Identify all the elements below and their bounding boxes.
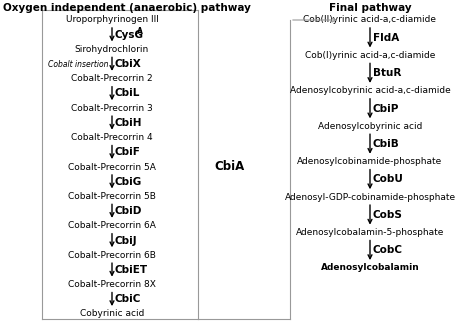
Text: Cobalt-Precorrin 5B: Cobalt-Precorrin 5B [68,192,156,201]
Text: Sirohydrochlorin: Sirohydrochlorin [75,45,149,54]
Text: CbiD: CbiD [115,206,142,216]
Text: CbiA: CbiA [215,161,245,173]
Text: Final pathway: Final pathway [328,3,411,13]
Text: CbiF: CbiF [115,147,141,157]
Text: CbiJ: CbiJ [115,236,137,246]
Text: Cobalt-Precorrin 8X: Cobalt-Precorrin 8X [68,280,156,289]
Text: CbiL: CbiL [115,88,140,98]
Text: Adenosylcobyrinic acid: Adenosylcobyrinic acid [318,122,422,131]
Text: CbiC: CbiC [115,294,141,304]
Text: Cobalt-Precorrin 3: Cobalt-Precorrin 3 [71,104,153,113]
Text: CobC: CobC [373,245,403,255]
Text: Adenosylcobyrinic acid-a,c-diamide: Adenosylcobyrinic acid-a,c-diamide [290,86,450,95]
Text: Adenosylcobinamide-phosphate: Adenosylcobinamide-phosphate [297,157,443,166]
Text: Oxygen independent (anaerobic) pathway: Oxygen independent (anaerobic) pathway [3,3,251,13]
Text: Cobalt-Precorrin 5A: Cobalt-Precorrin 5A [68,163,156,171]
Text: Adenosyl-GDP-cobinamide-phosphate: Adenosyl-GDP-cobinamide-phosphate [284,193,456,202]
Text: CbiH: CbiH [115,118,143,128]
Text: A: A [137,27,143,36]
Text: Adenosylcobalamin-5-phosphate: Adenosylcobalamin-5-phosphate [296,228,444,237]
Text: Cobalt-Precorrin 4: Cobalt-Precorrin 4 [71,133,153,142]
Text: Cobalt-Precorrin 6B: Cobalt-Precorrin 6B [68,251,156,260]
Text: BtuR: BtuR [373,68,401,78]
Text: CbiX: CbiX [115,59,142,69]
Text: CbiG: CbiG [115,177,142,187]
Text: CobS: CobS [373,210,403,220]
Text: Cob(II)yrinic acid-a,c-diamide: Cob(II)yrinic acid-a,c-diamide [303,15,437,25]
Text: Uroporphyrinogen III: Uroporphyrinogen III [65,15,158,25]
Text: FldA: FldA [373,33,399,43]
Text: CysG: CysG [115,30,144,40]
Text: Cobalt-Precorrin 2: Cobalt-Precorrin 2 [71,74,153,83]
Text: Cob(I)yrinic acid-a,c-diamide: Cob(I)yrinic acid-a,c-diamide [305,51,435,60]
Text: CobU: CobU [373,174,404,184]
Text: Cobyrinic acid: Cobyrinic acid [80,309,144,319]
Text: Cobalt-Precorrin 6A: Cobalt-Precorrin 6A [68,221,156,230]
Text: Cobalt insertion: Cobalt insertion [48,59,109,69]
Text: CbiB: CbiB [373,139,400,149]
Text: Adenosylcobalamin: Adenosylcobalamin [320,263,419,272]
Text: CbiET: CbiET [115,265,148,275]
Text: CbiP: CbiP [373,103,400,114]
